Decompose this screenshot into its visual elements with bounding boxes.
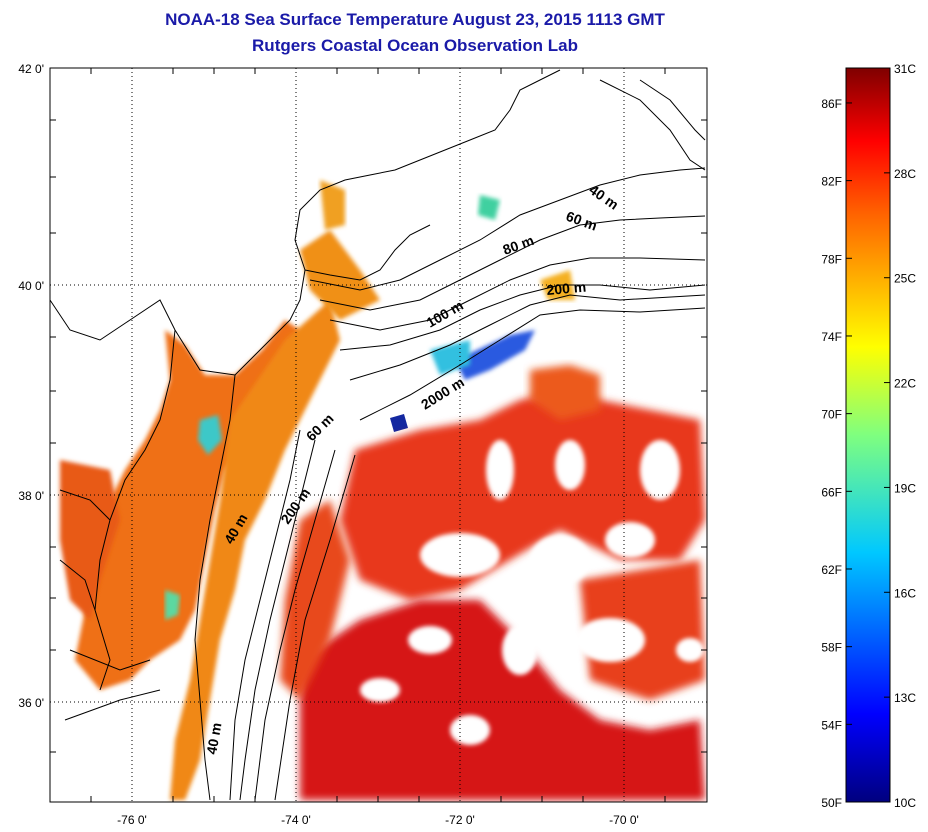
shelf-warm-water [320,180,345,230]
lat-label: 38 0' [18,489,44,503]
lon-label: -70 0' [609,813,639,827]
chesapeake-warm-water [60,460,120,620]
lat-label: 42 0' [18,62,44,76]
lat-label: 36 0' [18,696,44,710]
depth-label: 60 m [564,208,599,234]
lon-label: -72 0' [445,813,475,827]
depth-label: 2000 m [418,374,467,413]
sst-field [50,69,706,801]
lon-label: -76 0' [117,813,147,827]
shelf-break-cold-water [390,414,408,432]
axis-ticks [50,68,707,802]
coastal-cool-water [198,415,222,455]
shelf-break-cold-water [455,330,535,380]
lat-label: 40 0' [18,279,44,293]
offshore-warm-water [530,365,600,420]
map-title: NOAA-18 Sea Surface Temperature August 2… [165,10,665,29]
cloud-gaps [360,440,704,745]
coastal-warm-water [170,300,340,800]
map-subtitle: Rutgers Coastal Ocean Observation Lab [252,36,578,55]
bathymetry-contours [229,79,706,801]
depth-label: 100 m [424,297,466,331]
depth-label: 40 m [203,721,224,755]
coastal-cool-water [165,590,180,620]
graticule [50,68,707,802]
north-cool-water [478,195,500,220]
offshore-warm-water [580,560,705,700]
lon-label: -74 0' [281,813,311,827]
depth-label: 200 m [546,279,587,298]
coastline [50,69,561,801]
depth-label: 80 m [501,232,536,258]
depth-label: 40 m [586,181,621,212]
shelf-warm-water [300,230,380,320]
depth-label: 60 m [303,410,337,444]
offshore-warm-water [280,500,350,700]
north-shelf-water [540,270,575,300]
offshore-hot-water [300,600,705,800]
